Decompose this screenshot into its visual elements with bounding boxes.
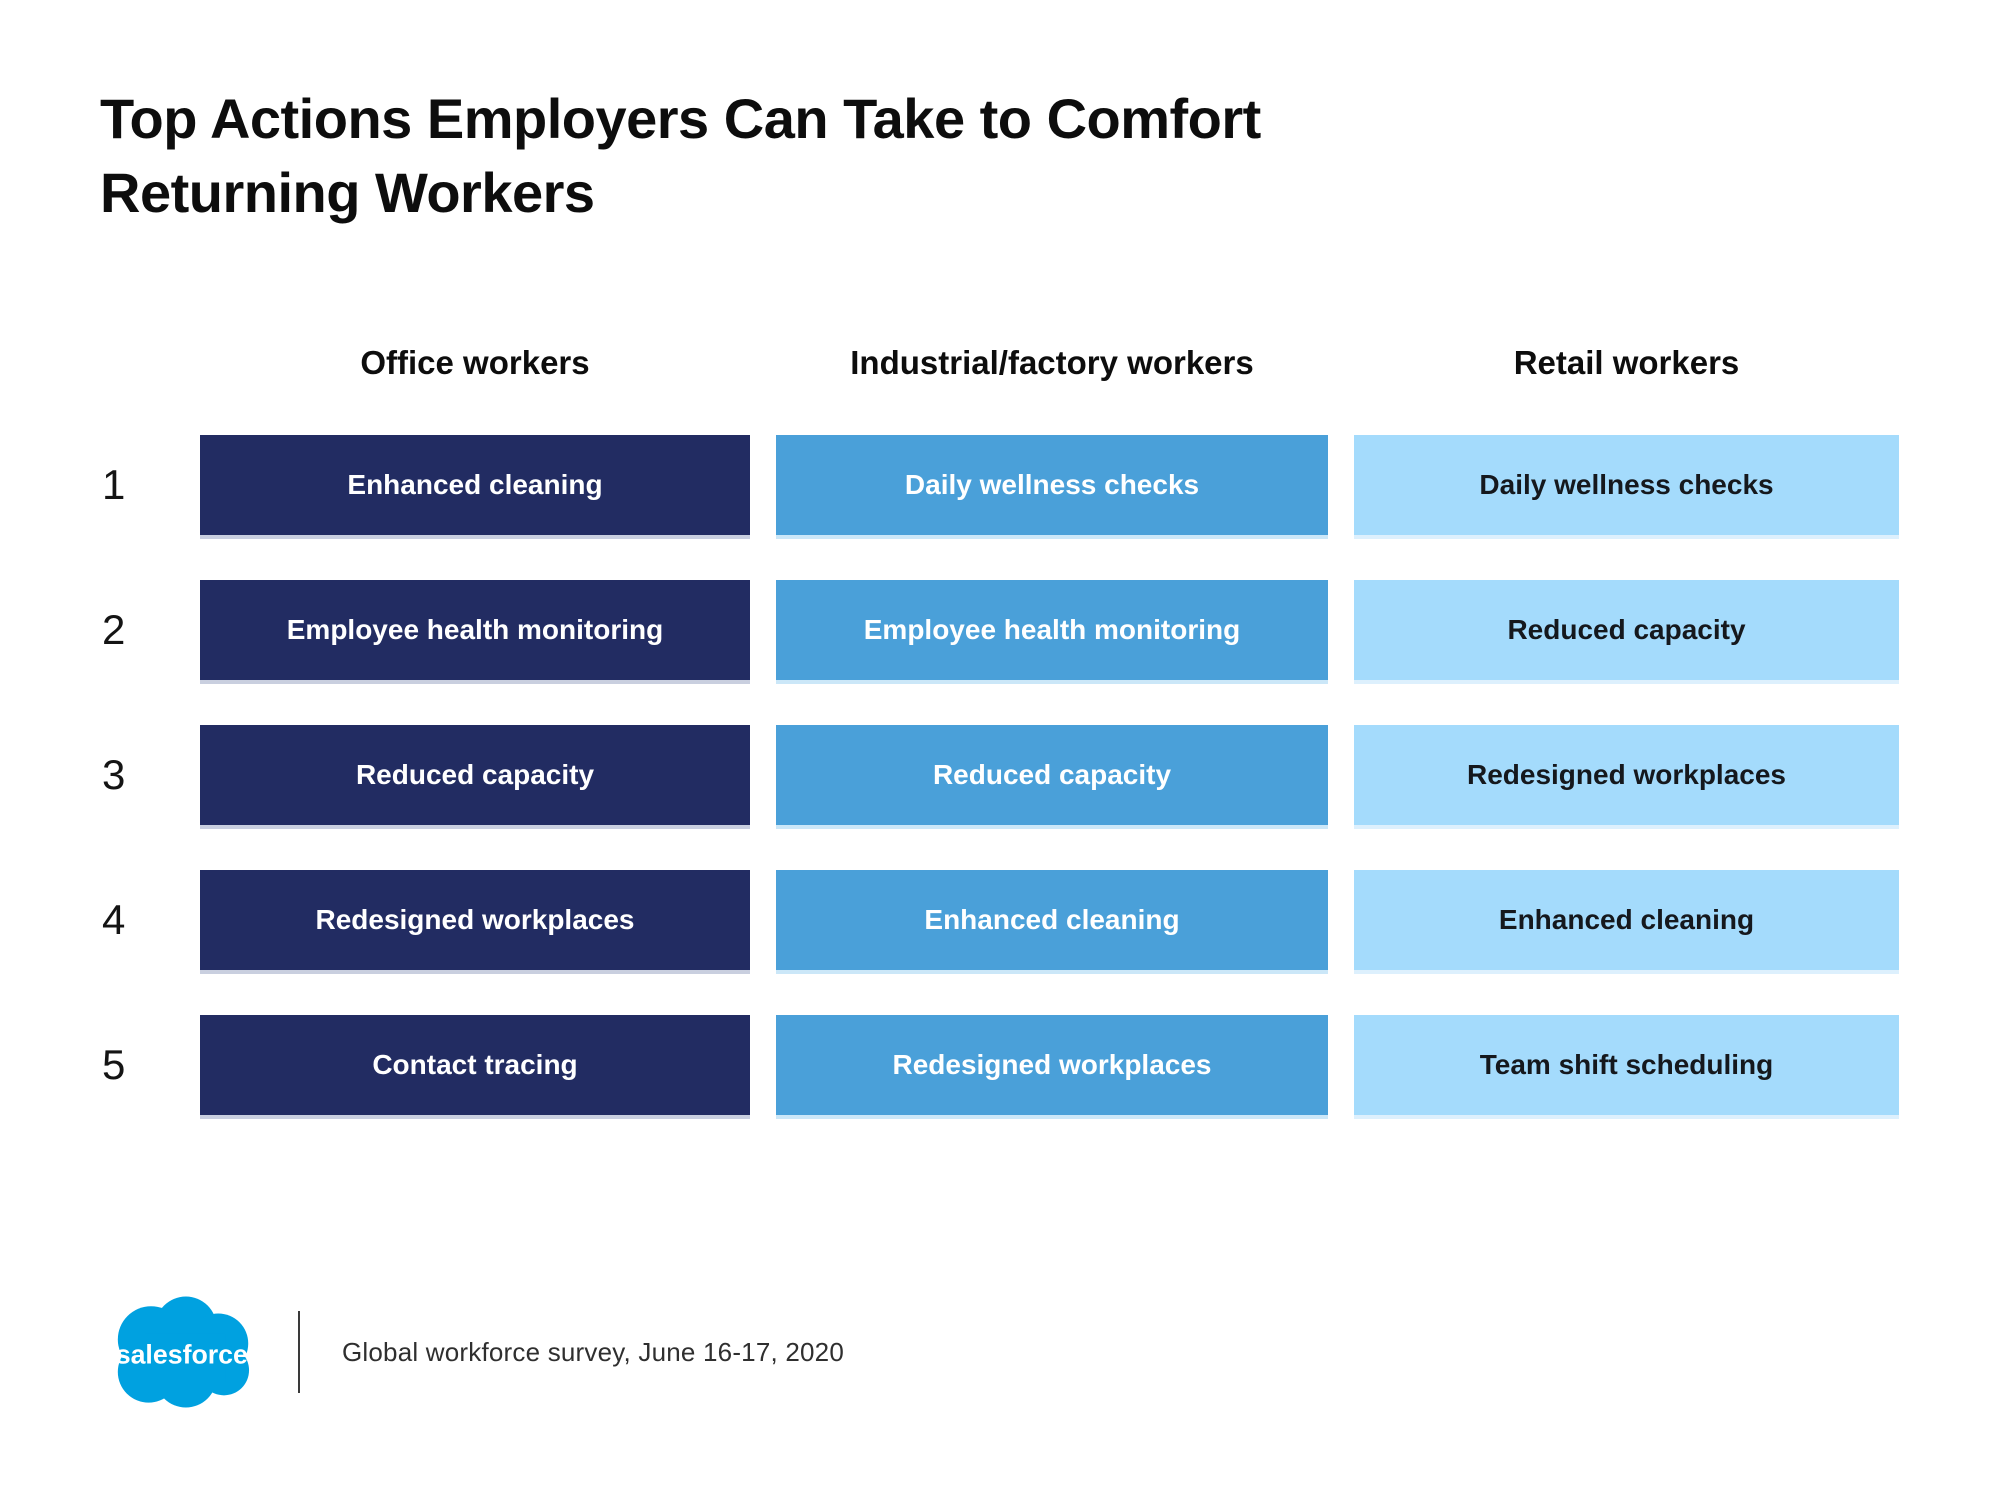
column-header-retail-workers: Retail workers bbox=[1513, 344, 1740, 381]
corner-spacer bbox=[100, 330, 174, 390]
rank-label-3: 3 bbox=[102, 751, 126, 798]
action-bar: Employee health monitoring bbox=[776, 580, 1328, 680]
page-title-line1: Top Actions Employers Can Take to Comfor… bbox=[100, 87, 1261, 150]
action-bar: Reduced capacity bbox=[776, 725, 1328, 825]
column-header-industrial-factory-workers: Industrial/factory workers bbox=[850, 344, 1254, 381]
page-title-line2: Returning Workers bbox=[100, 160, 595, 224]
rank-label-5: 5 bbox=[102, 1041, 126, 1088]
footer: salesforce Global workforce survey, June… bbox=[100, 1288, 844, 1416]
rank-label-4: 4 bbox=[102, 896, 126, 943]
action-bar: Daily wellness checks bbox=[776, 435, 1328, 535]
salesforce-logo-text: salesforce bbox=[116, 1340, 248, 1370]
action-bar: Reduced capacity bbox=[200, 725, 750, 825]
action-bar: Daily wellness checks bbox=[1354, 435, 1899, 535]
action-bar: Enhanced cleaning bbox=[776, 870, 1328, 970]
action-bar: Employee health monitoring bbox=[200, 580, 750, 680]
action-bar: Redesigned workplaces bbox=[200, 870, 750, 970]
rank-label-1: 1 bbox=[102, 461, 126, 508]
rank-label-2: 2 bbox=[102, 606, 126, 653]
action-bar: Reduced capacity bbox=[1354, 580, 1899, 680]
salesforce-logo-icon: salesforce bbox=[100, 1288, 262, 1416]
action-bar: Redesigned workplaces bbox=[776, 1015, 1328, 1115]
action-bar: Enhanced cleaning bbox=[200, 435, 750, 535]
action-bar: Redesigned workplaces bbox=[1354, 725, 1899, 825]
page-title: Top Actions Employers Can Take to Comfor… bbox=[100, 82, 1261, 230]
ranking-grid: Office workers Industrial/factory worker… bbox=[100, 330, 1899, 1115]
footer-divider bbox=[298, 1311, 300, 1393]
action-bar: Team shift scheduling bbox=[1354, 1015, 1899, 1115]
source-text: Global workforce survey, June 16-17, 202… bbox=[342, 1336, 844, 1367]
column-header-office-workers: Office workers bbox=[360, 344, 590, 381]
action-bar: Enhanced cleaning bbox=[1354, 870, 1899, 970]
cloud-shape bbox=[117, 1296, 250, 1408]
action-bar: Contact tracing bbox=[200, 1015, 750, 1115]
